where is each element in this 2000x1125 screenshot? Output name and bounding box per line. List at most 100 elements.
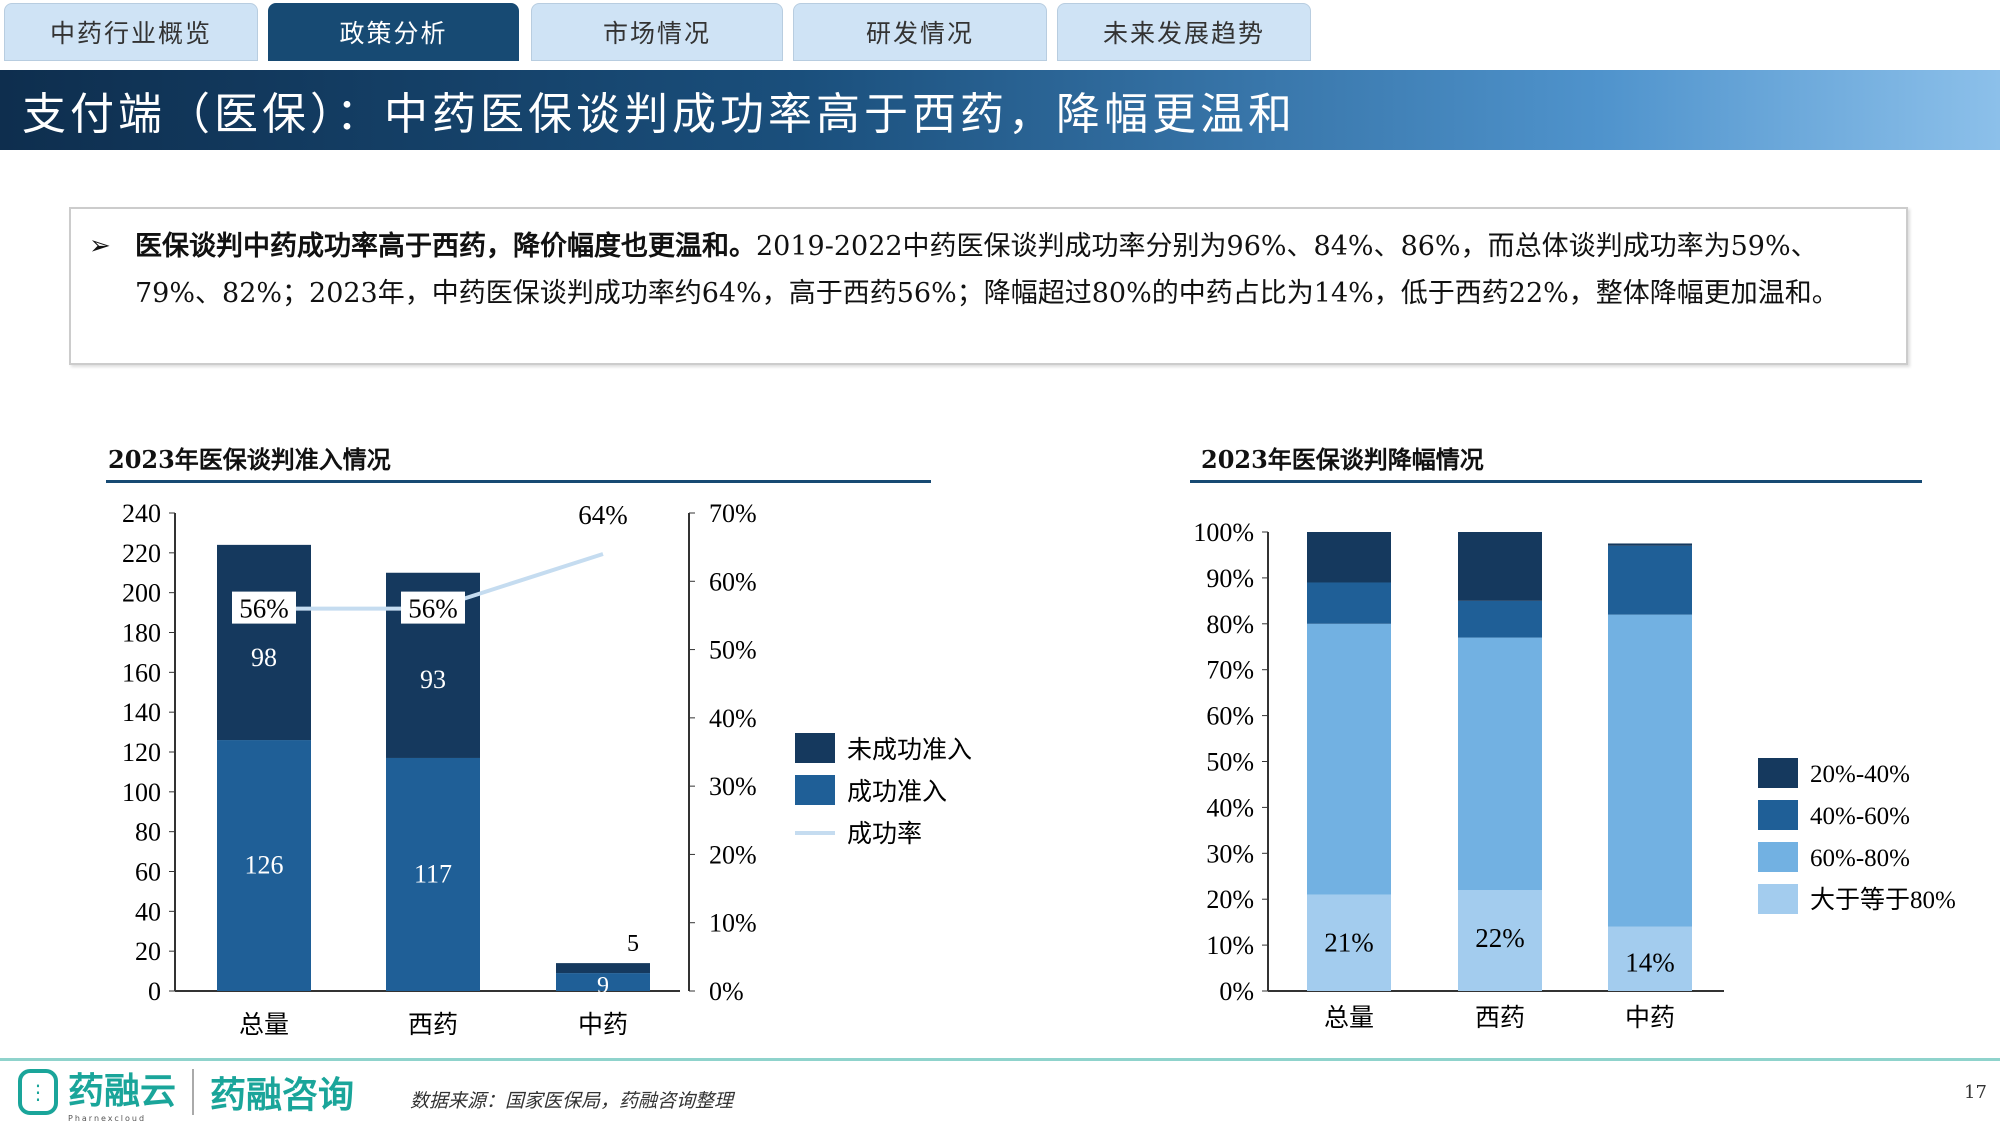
y-tick-label: 120 bbox=[122, 738, 161, 767]
legend-label: 60%-80% bbox=[1810, 845, 1910, 872]
footer-logo: ⋮ 药融云 Pharnexcloud 药融咨询 bbox=[18, 1066, 354, 1123]
bar-segment-1 bbox=[1608, 614, 1692, 927]
tab-market[interactable]: 市场情况 bbox=[531, 3, 783, 61]
y-tick-label: 40 bbox=[135, 897, 161, 926]
y2-tick-label: 40% bbox=[709, 704, 757, 733]
x-tick-label: 总量 bbox=[239, 1011, 289, 1039]
y-tick-label: 60 bbox=[135, 858, 161, 887]
rate-label: 56% bbox=[408, 594, 458, 624]
bar-segment-3 bbox=[1458, 532, 1542, 601]
summary-bold: 医保谈判中药成功率高于西药，降价幅度也更温和。 bbox=[135, 231, 756, 262]
y2-tick-label: 10% bbox=[709, 909, 757, 938]
x-tick-label: 中药 bbox=[578, 1011, 628, 1039]
legend-swatch bbox=[1758, 884, 1798, 914]
summary-box: ➢ 医保谈判中药成功率高于西药，降价幅度也更温和。2019-2022中药医保谈判… bbox=[69, 207, 1908, 365]
x-tick-label: 总量 bbox=[1324, 1004, 1374, 1032]
bar-segment-1 bbox=[1307, 623, 1391, 895]
rate-label: 64% bbox=[578, 500, 628, 530]
left-chart-title-underline bbox=[106, 480, 931, 483]
legend-label: 40%-60% bbox=[1810, 803, 1910, 830]
bar-segment-2 bbox=[1458, 600, 1542, 638]
tab-rnd[interactable]: 研发情况 bbox=[793, 3, 1047, 61]
value-label-success: 126 bbox=[245, 851, 284, 880]
y-tick-label: 20 bbox=[135, 937, 161, 966]
y-tick-label: 40% bbox=[1206, 793, 1254, 822]
data-source: 数据来源：国家医保局，药融咨询整理 bbox=[410, 1090, 734, 1112]
legend-swatch bbox=[1758, 758, 1798, 788]
page-title-text: 支付端（医保）：中药医保谈判成功率高于西药，降幅更温和 bbox=[22, 89, 1296, 140]
bar-segment-2 bbox=[1307, 582, 1391, 624]
legend-label: 未成功准入 bbox=[847, 736, 972, 764]
y-tick-label: 100 bbox=[122, 778, 161, 807]
bar-success bbox=[386, 757, 480, 991]
bar-segment-0 bbox=[1608, 926, 1692, 991]
y-tick-label: 90% bbox=[1206, 564, 1254, 593]
y-tick-label: 200 bbox=[122, 579, 161, 608]
x-tick-label: 中药 bbox=[1625, 1004, 1675, 1032]
legend-swatch bbox=[1758, 800, 1798, 830]
bar-segment-2 bbox=[1608, 545, 1692, 615]
y-tick-label: 20% bbox=[1206, 885, 1254, 914]
y2-tick-label: 0% bbox=[709, 977, 744, 1006]
value-label: 21% bbox=[1324, 928, 1374, 958]
y2-tick-label: 20% bbox=[709, 840, 757, 869]
value-label-failed: 5 bbox=[627, 931, 639, 957]
bar-segment-1 bbox=[1458, 637, 1542, 891]
y-tick-label: 60% bbox=[1206, 702, 1254, 731]
brand-sub: Pharnexcloud bbox=[68, 1113, 147, 1123]
y-tick-label: 240 bbox=[122, 499, 161, 528]
y-tick-label: 10% bbox=[1206, 931, 1254, 960]
rate-label: 56% bbox=[239, 594, 289, 624]
summary-text: 2019-2022中药医保谈判成功率分别为96%、84%、86%，而总体谈判成功… bbox=[135, 231, 1839, 309]
value-label-failed: 98 bbox=[251, 643, 277, 672]
value-label: 14% bbox=[1625, 948, 1675, 978]
y-tick-label: 100% bbox=[1193, 518, 1254, 547]
legend-label: 大于等于80% bbox=[1810, 886, 1956, 914]
pharnexcloud-logo-icon: ⋮ bbox=[18, 1069, 58, 1115]
value-label-failed: 93 bbox=[420, 665, 446, 694]
legend-swatch bbox=[1758, 842, 1798, 872]
value-label-success: 9 bbox=[597, 973, 609, 999]
tab-industry-overview[interactable]: 中药行业概览 bbox=[4, 3, 258, 61]
left-chart-title: 2023年医保谈判准入情况 bbox=[108, 445, 391, 474]
y-tick-label: 0 bbox=[148, 977, 161, 1006]
rate-label-bg bbox=[232, 591, 296, 624]
x-tick-label: 西药 bbox=[1475, 1004, 1525, 1032]
legend-swatch bbox=[795, 733, 835, 763]
bar-segment-0 bbox=[1458, 890, 1542, 991]
bar-segment-0 bbox=[1307, 894, 1391, 991]
right-chart-title-underline bbox=[1190, 480, 1922, 483]
bullet-arrow-icon: ➢ bbox=[89, 231, 111, 261]
page-title: 支付端（医保）：中药医保谈判成功率高于西药，降幅更温和 bbox=[0, 70, 2000, 150]
legend-label: 成功准入 bbox=[847, 778, 947, 806]
bar-segment-3 bbox=[1608, 543, 1692, 546]
y2-tick-label: 30% bbox=[709, 772, 757, 801]
y-tick-label: 30% bbox=[1206, 839, 1254, 868]
y2-tick-label: 70% bbox=[709, 499, 757, 528]
bar-segment-3 bbox=[1307, 532, 1391, 583]
bar-failed bbox=[217, 544, 311, 741]
y-tick-label: 80% bbox=[1206, 610, 1254, 639]
y-tick-label: 180 bbox=[122, 619, 161, 648]
legend-label: 20%-40% bbox=[1810, 761, 1910, 788]
page-number: 17 bbox=[1964, 1082, 1987, 1103]
legend-swatch bbox=[795, 775, 835, 805]
tab-policy-analysis[interactable]: 政策分析 bbox=[268, 3, 519, 61]
y-tick-label: 220 bbox=[122, 539, 161, 568]
y-tick-label: 140 bbox=[122, 698, 161, 727]
bar-success bbox=[217, 740, 311, 991]
x-tick-label: 西药 bbox=[408, 1011, 458, 1039]
logo-separator bbox=[192, 1069, 195, 1115]
y-tick-label: 70% bbox=[1206, 656, 1254, 685]
y-tick-label: 50% bbox=[1206, 748, 1254, 777]
right-chart-title: 2023年医保谈判降幅情况 bbox=[1201, 445, 1484, 474]
footer-divider bbox=[0, 1058, 2000, 1061]
bar-failed bbox=[556, 963, 650, 974]
brand-name: 药融云 bbox=[68, 1070, 177, 1112]
legend-label: 成功率 bbox=[847, 820, 922, 848]
value-label-success: 117 bbox=[414, 859, 452, 888]
tab-future-trends[interactable]: 未来发展趋势 bbox=[1057, 3, 1311, 61]
y-tick-label: 0% bbox=[1219, 977, 1254, 1006]
y-tick-label: 160 bbox=[122, 658, 161, 687]
